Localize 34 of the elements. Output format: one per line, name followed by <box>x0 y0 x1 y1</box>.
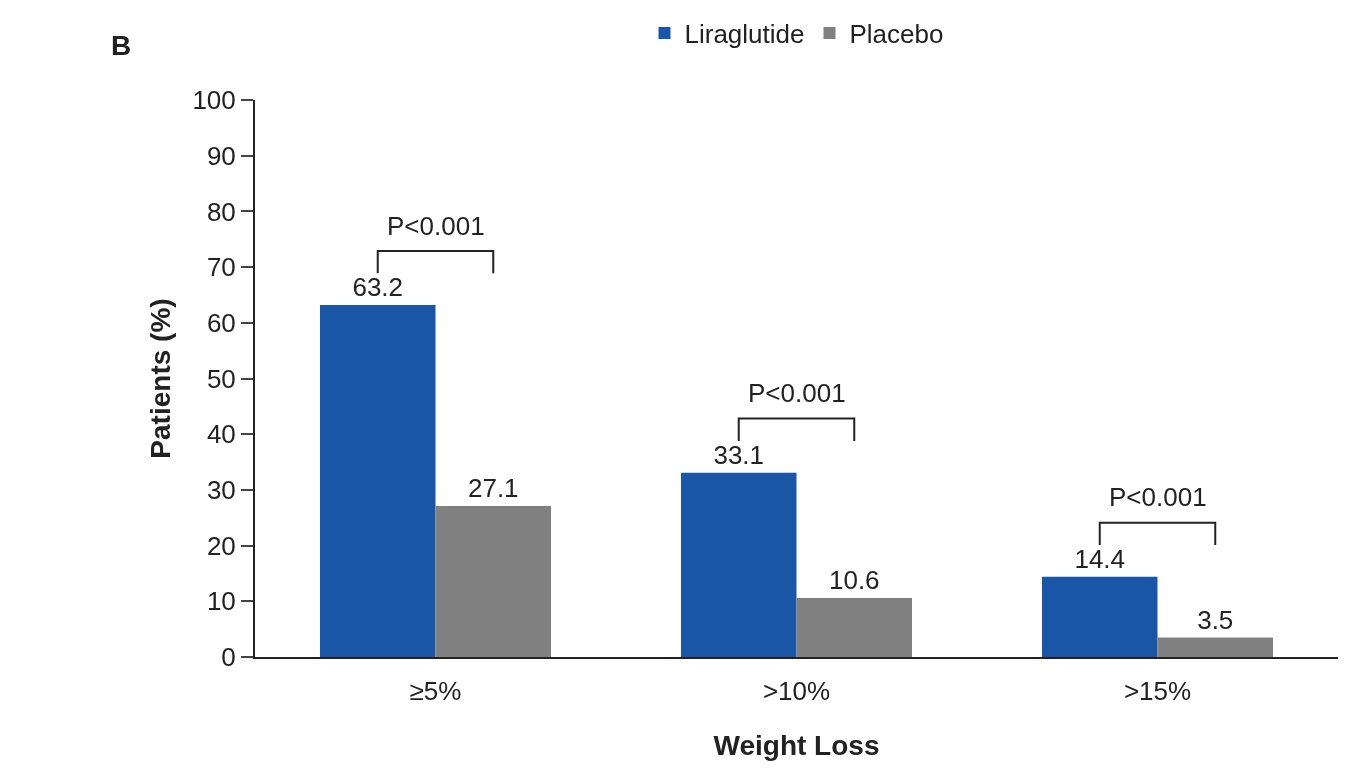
bar <box>680 472 797 657</box>
y-axis-title: Patients (%) <box>144 298 176 459</box>
annotation: P<0.001 <box>748 378 846 408</box>
x-tick-label: >10% <box>762 676 831 707</box>
bar <box>1041 576 1158 657</box>
x-tick-label: >15% <box>1123 676 1192 707</box>
y-tick-label: 50 <box>206 363 236 394</box>
data-label: 33.1 <box>713 439 765 470</box>
bar <box>796 597 913 657</box>
y-tick-label: 90 <box>206 140 236 171</box>
y-tick-label: 10 <box>206 586 236 617</box>
data-label: 10.6 <box>828 564 880 595</box>
data-label: 63.2 <box>352 271 404 302</box>
data-label: 3.5 <box>1197 604 1234 635</box>
chart-title: B <box>111 30 132 61</box>
y-tick-label: 100 <box>192 85 236 116</box>
annotation: P<0.001 <box>387 211 485 241</box>
y-tick-label: 30 <box>206 475 236 505</box>
bar <box>319 304 436 657</box>
bar <box>435 506 552 657</box>
y-tick-label: 20 <box>206 530 236 561</box>
legend-label: Placebo <box>849 19 944 50</box>
annotation: P<0.001 <box>1109 482 1207 512</box>
x-axis-title: Weight Loss <box>713 729 880 761</box>
x-tick-label: ≥5% <box>409 676 462 707</box>
y-tick-label: 70 <box>206 252 236 283</box>
data-label: 27.1 <box>467 473 519 504</box>
y-tick-label: 0 <box>221 642 236 673</box>
y-tick-label: 40 <box>206 419 236 450</box>
y-tick-label: 60 <box>206 307 236 338</box>
bar <box>1157 637 1274 657</box>
legend-label: Liraglutide <box>684 19 805 50</box>
data-label: 14.4 <box>1074 543 1126 574</box>
y-tick-label: 80 <box>206 196 236 227</box>
